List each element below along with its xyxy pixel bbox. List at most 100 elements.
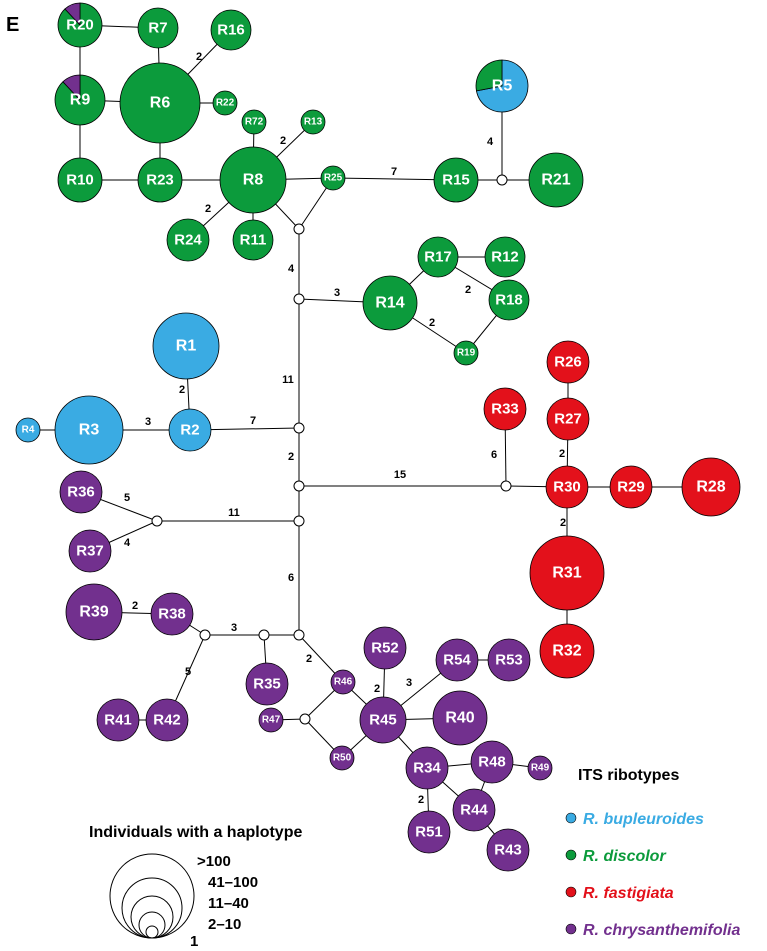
node-R16-circle: [210, 9, 252, 51]
node-label-R43: R43: [494, 842, 522, 859]
node-R44: R44: [452, 788, 496, 832]
node-label-R31: R31: [552, 565, 581, 582]
size-legend: Individuals with a haplotype >100 41–100…: [89, 824, 302, 950]
node-R37-circle: [68, 529, 112, 573]
node-R72: R72: [241, 109, 267, 135]
node-label-R3: R3: [79, 422, 100, 439]
node-R4-circle: [15, 417, 41, 443]
median-vector-j1: [293, 223, 305, 235]
node-R25-circle: [320, 165, 346, 191]
step-label-R14-R19: 2: [429, 317, 435, 329]
median-vector-j3: [293, 293, 305, 305]
size-circle-3: [130, 895, 174, 939]
node-R54-circle: [435, 638, 479, 682]
median-vector-j7: [293, 515, 305, 527]
step-label-j11-R42: 5: [185, 666, 191, 678]
node-R19: R19: [453, 340, 479, 366]
step-label-j8-R37: 4: [124, 537, 131, 549]
node-R7-circle: [137, 7, 179, 49]
node-label-R36: R36: [67, 484, 95, 501]
node-label-R10: R10: [66, 172, 94, 189]
node-R12: R12: [484, 236, 526, 278]
step-label-j7-j9: 6: [288, 572, 294, 584]
node-R35-circle: [245, 662, 289, 706]
node-R6-circle: [119, 62, 201, 144]
node-R33-circle: [483, 387, 527, 431]
node-label-R39: R39: [79, 604, 108, 621]
node-label-R51: R51: [415, 824, 443, 841]
node-R16: R16: [210, 9, 252, 51]
node-R10: R10: [57, 157, 103, 203]
legend-dot-discolor: [565, 849, 577, 861]
step-label-R30-R31: 2: [560, 517, 566, 529]
node-R43: R43: [486, 828, 530, 872]
node-label-R9: R9: [70, 92, 91, 109]
node-label-R30: R30: [553, 479, 581, 496]
node-R31: R31: [529, 535, 605, 611]
node-R1: R1: [152, 312, 220, 380]
node-label-R15: R15: [442, 172, 470, 189]
node-R21: R21: [528, 152, 584, 208]
step-label-j8-R36: 5: [124, 492, 130, 504]
node-R52: R52: [363, 626, 407, 670]
median-vectors: [151, 174, 512, 725]
node-R46: R46: [330, 669, 356, 695]
node-R14: R14: [362, 275, 418, 331]
step-label-R45-R52: 2: [374, 683, 380, 695]
node-R27-circle: [546, 397, 590, 441]
node-R50-circle: [329, 745, 355, 771]
node-label-R46: R46: [334, 677, 353, 688]
legend-label-discolor: R. discolor: [583, 848, 666, 865]
node-R35: R35: [245, 662, 289, 706]
node-R39-circle: [65, 583, 123, 641]
node-R49-circle: [527, 755, 553, 781]
step-label-j4-R2: 7: [250, 415, 256, 427]
legend-dot-chrysanthemifolia: [565, 923, 577, 935]
node-R27: R27: [546, 397, 590, 441]
node-R32: R32: [539, 623, 595, 679]
node-R20-sector-chrysanthemifolia: [64, 2, 81, 27]
node-label-R49: R49: [531, 763, 550, 774]
median-vector-j6: [500, 480, 512, 492]
node-label-R27: R27: [554, 411, 582, 428]
node-R21-circle: [528, 152, 584, 208]
step-label-R25-R15: 7: [391, 166, 397, 178]
node-label-R24: R24: [174, 232, 202, 249]
node-label-R35: R35: [253, 676, 281, 693]
node-label-R45: R45: [369, 712, 397, 729]
node-R11: R11: [232, 219, 274, 261]
node-R8: R8: [219, 146, 287, 214]
node-R72-circle: [241, 109, 267, 135]
node-label-R72: R72: [245, 117, 264, 128]
node-R48: R48: [470, 740, 514, 784]
size-circle-2: [121, 877, 183, 939]
node-R36-circle: [59, 470, 103, 514]
node-R51: R51: [407, 810, 451, 854]
ribotype-nodes: R1 R2 R3 R4 R5 R6 R7 R8 R9 R10 R11 R12 R13 R14 R15 R16 R…: [15, 2, 741, 872]
size-circle-4: [138, 911, 166, 939]
node-R14-circle: [362, 275, 418, 331]
node-R12-circle: [484, 236, 526, 278]
node-R5-sector-discolor: [475, 59, 503, 92]
legend-label-chrysanthemifolia: R. chrysanthemifolia: [583, 922, 740, 939]
node-R5: R5: [475, 59, 529, 113]
node-R19-circle: [453, 340, 479, 366]
node-label-R23: R23: [146, 172, 174, 189]
node-R47-circle: [258, 707, 284, 733]
node-R6: R6: [119, 62, 201, 144]
node-label-R42: R42: [153, 712, 181, 729]
step-label-j5-j6: 15: [394, 469, 406, 481]
node-label-R4: R4: [22, 425, 35, 436]
step-label-j3-j4: 11: [282, 374, 294, 386]
node-R24-circle: [166, 218, 210, 262]
node-R41: R41: [96, 698, 140, 742]
node-label-R17: R17: [424, 249, 452, 266]
node-label-R37: R37: [76, 543, 104, 560]
node-R51-circle: [407, 810, 451, 854]
step-label-j6-R33: 6: [491, 449, 497, 461]
size-label-3: 11–40: [208, 895, 249, 912]
node-label-R29: R29: [617, 479, 645, 496]
size-label-5: 1: [190, 933, 198, 950]
node-label-R38: R38: [158, 606, 186, 623]
node-R37: R37: [68, 529, 112, 573]
